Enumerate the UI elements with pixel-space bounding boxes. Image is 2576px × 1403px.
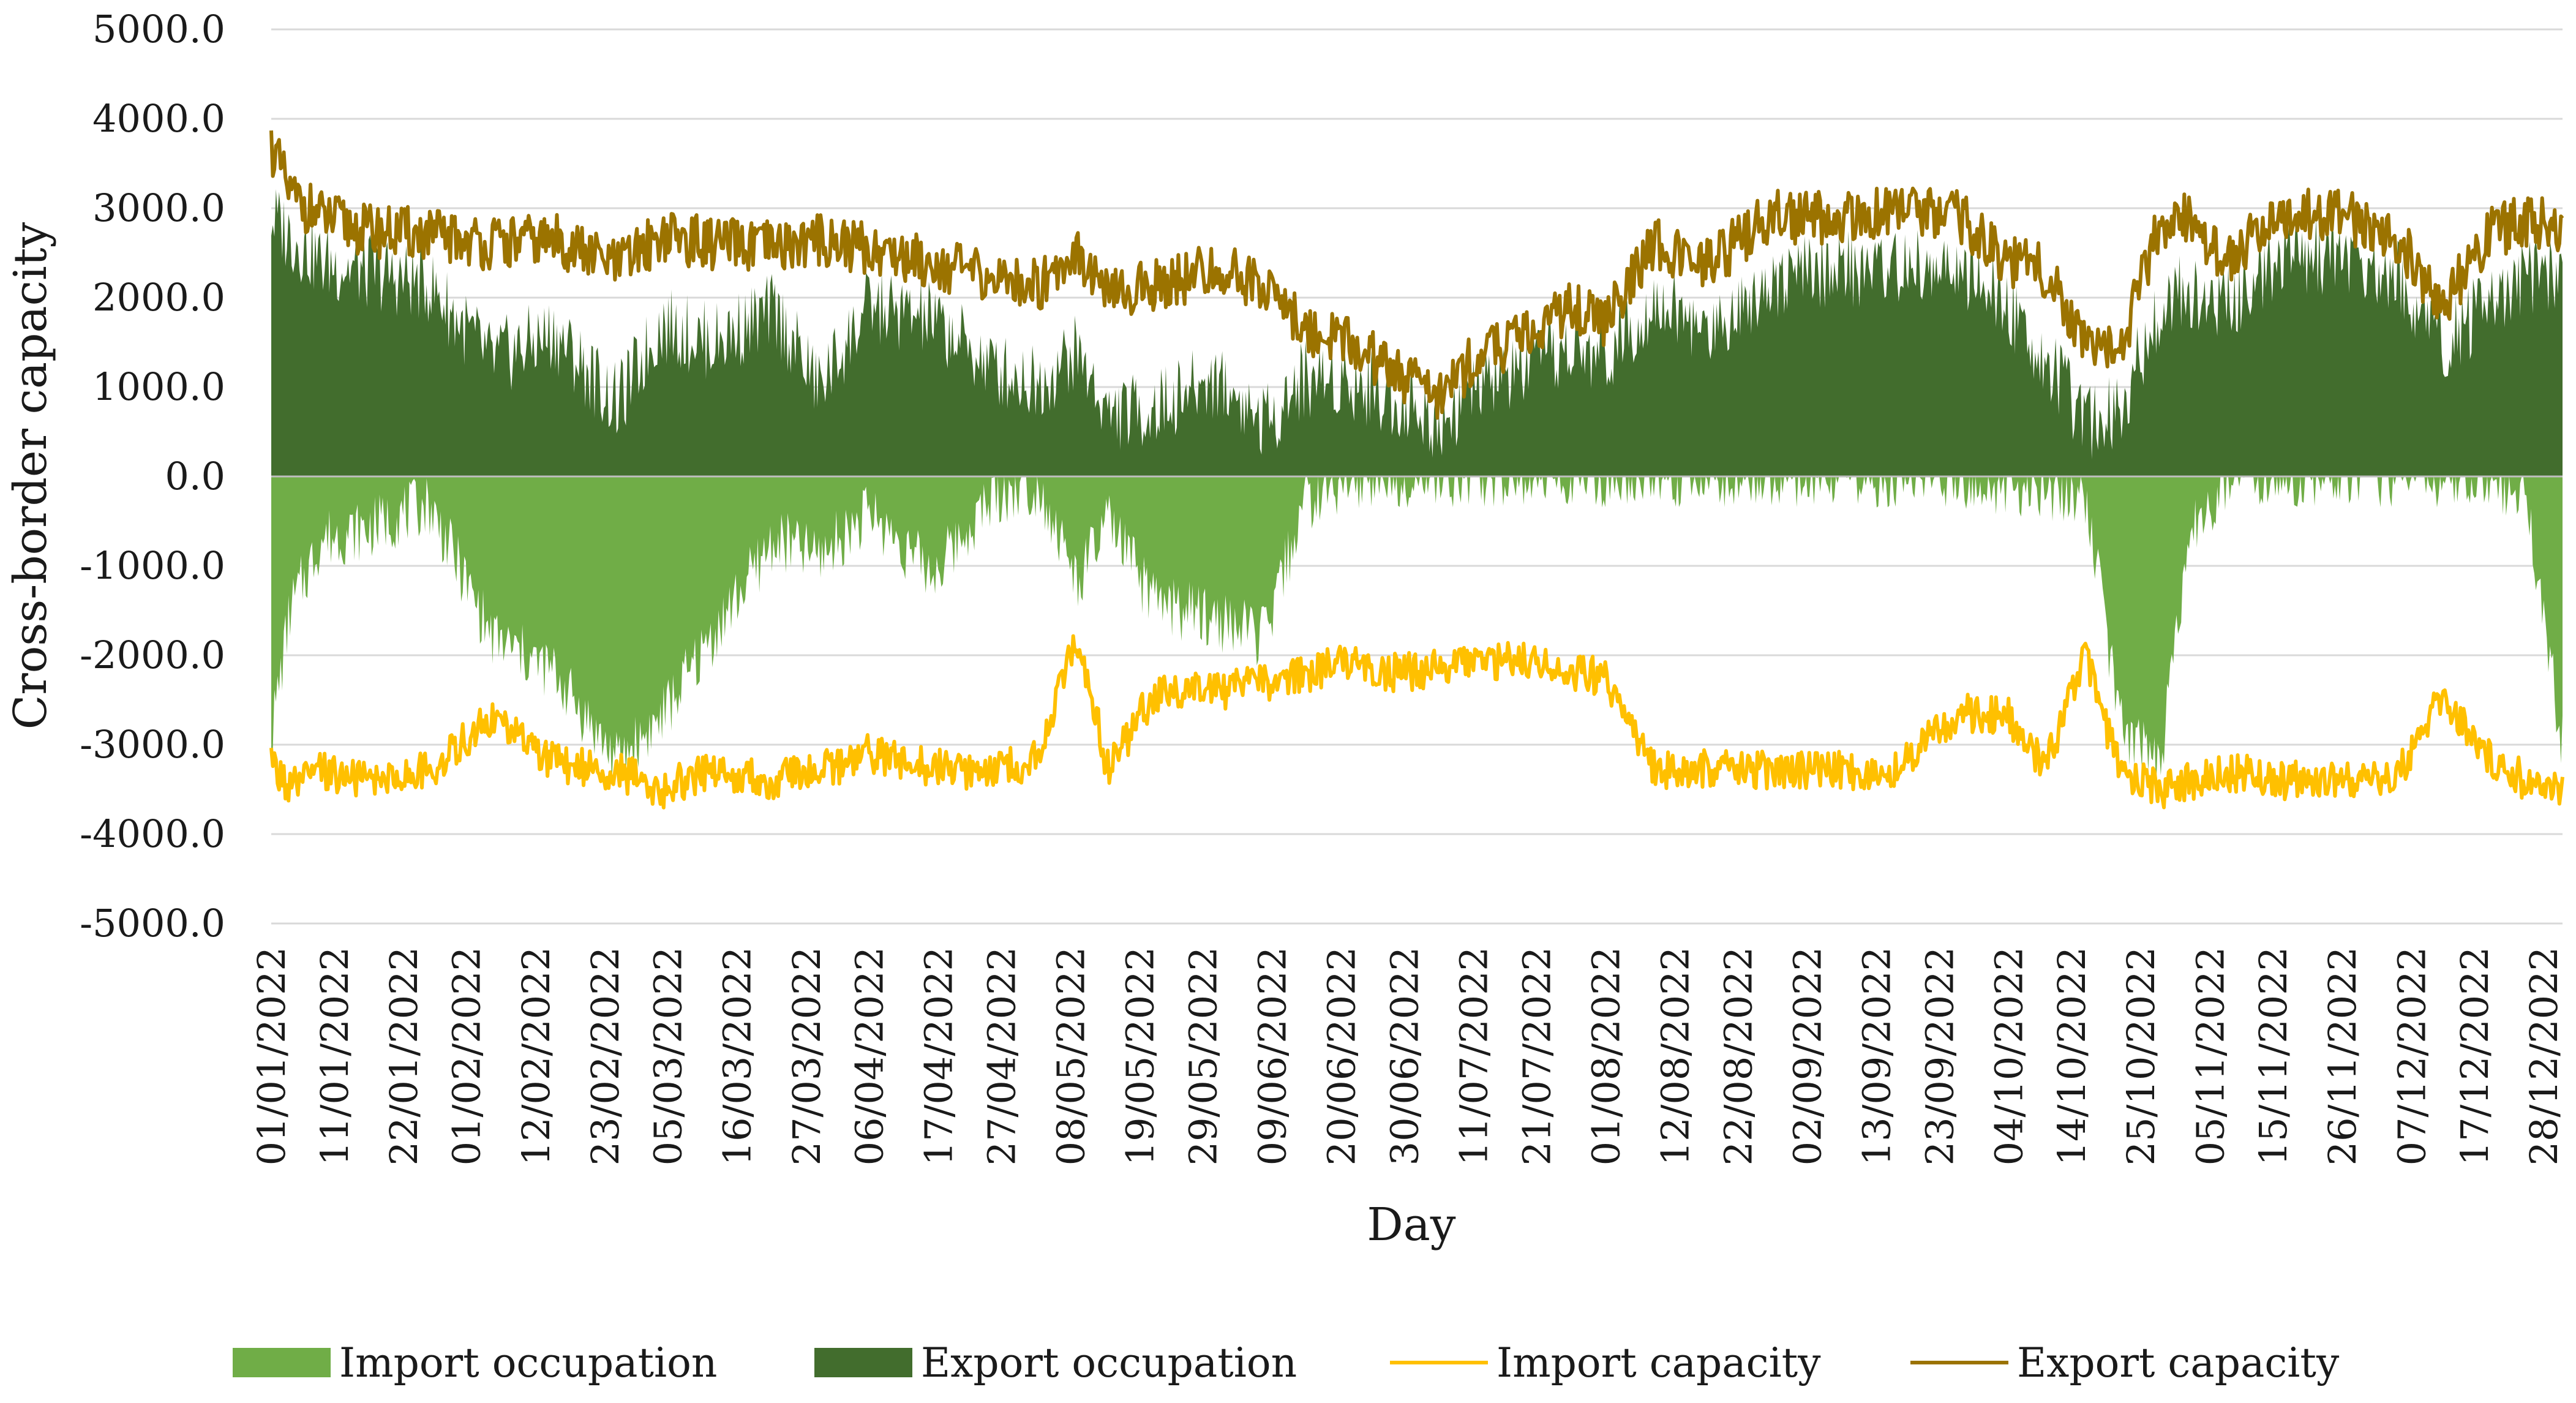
x-tick-label: 05/11/2022 (2188, 947, 2232, 1165)
legend-label: Import occupation (339, 1339, 718, 1386)
y-tick-label: 1000.0 (92, 364, 225, 409)
legend-line-export-capacity (1910, 1361, 2008, 1364)
y-axis-ticks: 5000.0 4000.0 3000.0 2000.0 1000.0 0.0 -1000.0… (80, 7, 225, 946)
x-tick-label: 01/01/2022 (249, 947, 294, 1165)
x-tick-label: 04/10/2022 (1986, 947, 2031, 1165)
x-tick-label: 21/07/2022 (1514, 947, 1559, 1165)
area-import-occupation (271, 476, 2563, 791)
x-tick-label: 17/04/2022 (917, 947, 961, 1165)
legend-item-import-capacity: Import capacity (1390, 1329, 1820, 1396)
line-import-capacity (269, 634, 2564, 810)
y-tick-label: -4000.0 (80, 811, 225, 856)
x-tick-label: 05/03/2022 (646, 947, 691, 1165)
y-axis-title: Cross-border capacity (4, 222, 57, 730)
x-tick-label: 22/08/2022 (1716, 947, 1760, 1165)
y-tick-label: -2000.0 (80, 633, 225, 677)
x-tick-label: 17/12/2022 (2452, 947, 2497, 1165)
x-tick-label: 26/11/2022 (2320, 947, 2365, 1165)
x-axis-ticks: 01/01/2022 11/01/2022 22/01/2022 01/02/2022… (249, 947, 2566, 1165)
x-tick-label: 22/01/2022 (381, 947, 426, 1165)
x-tick-label: 25/10/2022 (2119, 947, 2163, 1165)
x-tick-label: 01/02/2022 (445, 947, 489, 1165)
x-tick-label: 08/05/2022 (1049, 947, 1094, 1165)
y-tick-label: -1000.0 (80, 543, 225, 588)
y-tick-label: 5000.0 (92, 7, 225, 51)
x-tick-label: 12/02/2022 (514, 947, 558, 1165)
x-tick-label: 09/06/2022 (1250, 947, 1295, 1165)
x-tick-label: 20/06/2022 (1320, 947, 1364, 1165)
area-export-occupation (271, 189, 2563, 476)
x-tick-label: 27/03/2022 (784, 947, 829, 1165)
legend-item-export-occupation: Export occupation (814, 1329, 1297, 1396)
y-tick-label: -3000.0 (80, 722, 225, 767)
legend-line-import-capacity (1390, 1361, 1488, 1364)
y-tick-label: 3000.0 (92, 186, 225, 230)
x-tick-label: 16/03/2022 (715, 947, 760, 1165)
x-tick-label: 30/06/2022 (1382, 947, 1427, 1165)
legend-swatch-export-occupation (814, 1348, 912, 1377)
legend: Import occupation Export occupation Impo… (0, 1329, 2576, 1396)
legend-item-export-capacity: Export capacity (1910, 1329, 2339, 1396)
x-tick-label: 12/08/2022 (1653, 947, 1697, 1165)
x-tick-label: 06/04/2022 (847, 947, 892, 1165)
x-tick-label: 11/07/2022 (1452, 947, 1496, 1165)
legend-label: Export occupation (921, 1339, 1297, 1386)
x-tick-label: 23/02/2022 (583, 947, 628, 1165)
legend-label: Export capacity (2017, 1339, 2340, 1386)
x-tick-label: 11/01/2022 (312, 947, 357, 1165)
y-tick-label: -5000.0 (80, 901, 225, 946)
x-tick-label: 13/09/2022 (1854, 947, 1899, 1165)
x-tick-label: 19/05/2022 (1118, 947, 1163, 1165)
legend-item-import-occupation: Import occupation (233, 1329, 717, 1396)
x-tick-label: 28/12/2022 (2522, 947, 2566, 1165)
x-tick-label: 23/09/2022 (1917, 947, 1962, 1165)
x-axis-title: Day (1367, 1198, 1455, 1251)
x-tick-label: 15/11/2022 (2251, 947, 2296, 1165)
y-tick-label: 4000.0 (92, 96, 225, 141)
x-tick-label: 01/08/2022 (1583, 947, 1628, 1165)
x-tick-label: 14/10/2022 (2049, 947, 2094, 1165)
y-tick-label: 0.0 (165, 454, 225, 498)
line-export-capacity (269, 130, 2564, 420)
x-tick-label: 02/09/2022 (1785, 947, 1830, 1165)
legend-swatch-import-occupation (233, 1348, 331, 1377)
legend-label: Import capacity (1496, 1339, 1821, 1386)
x-tick-label: 29/05/2022 (1181, 947, 1225, 1165)
plot-lines (269, 130, 2564, 810)
plot-areas (271, 189, 2563, 791)
y-tick-label: 2000.0 (92, 275, 225, 320)
x-tick-label: 07/12/2022 (2389, 947, 2434, 1165)
x-tick-label: 27/04/2022 (980, 947, 1024, 1165)
